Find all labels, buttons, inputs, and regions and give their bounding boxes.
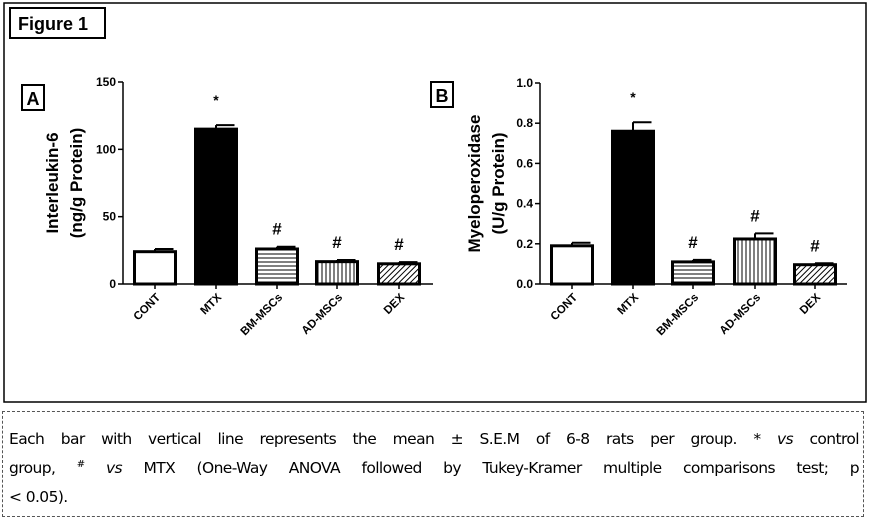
y-tick-label: 50 [103, 210, 117, 224]
caption-text: MTX (One-Way ANOVA followed by Tukey-Kra… [122, 459, 859, 477]
y-axis-label: Myeloperoxidase [465, 115, 484, 253]
significance-hash: # [272, 220, 282, 239]
significance-hash: # [810, 236, 820, 255]
caption-hash: # [76, 459, 85, 470]
y-tick-label: 0.0 [516, 277, 533, 291]
x-tick-label: CONT [549, 292, 581, 324]
figure-frame [3, 2, 867, 403]
caption-text: Each bar with vertical line represents t… [9, 430, 777, 448]
bar-bm-mscs [671, 260, 715, 286]
x-tick-label: BM-MSCs [239, 292, 285, 338]
significance-hash: # [688, 233, 698, 252]
panel-label-box [21, 84, 45, 111]
x-tick-label: DEX [382, 291, 407, 316]
bar-dex [377, 262, 421, 286]
y-tick-label: 1.0 [516, 76, 533, 90]
figure-label: Figure 1 [18, 14, 88, 34]
y-tick-label: 0.2 [516, 237, 533, 251]
panel-label: A [27, 89, 40, 109]
bar-cont [550, 244, 594, 286]
panel-label: B [436, 86, 449, 106]
caption-italic-vs: vs [105, 459, 123, 477]
caption-text: control [793, 430, 859, 448]
significance-hash: # [394, 235, 404, 254]
panel-a-chart: A Interleukin-6 (ng/g Protein) 0 50 100 150 CON… [21, 75, 433, 338]
x-tick-label: AD-MSCs [718, 292, 764, 338]
y-tick-label: 150 [96, 75, 116, 89]
bar-ad-mscs [315, 260, 359, 286]
significance-asterisk: * [213, 92, 219, 108]
bar-cont [133, 250, 177, 286]
caption-line-1: Each bar with vertical line represents t… [9, 425, 859, 454]
x-tick-label: DEX [798, 291, 823, 316]
caption-text: group, [9, 459, 77, 477]
y-axis-label: (ng/g Protein) [67, 128, 86, 238]
y-axis-label: (U/g Protein) [489, 133, 508, 235]
bar-dex [793, 263, 837, 286]
x-tick-label: BM-MSCs [655, 292, 701, 338]
bar-ad-mscs [733, 237, 777, 286]
panel-label-box [430, 81, 454, 108]
caption-italic-vs: vs [776, 430, 794, 448]
y-tick-label: 100 [96, 142, 116, 156]
figure-caption: Each bar with vertical line represents t… [2, 411, 864, 517]
y-tick-label: 0.6 [516, 156, 533, 170]
bar-mtx [194, 127, 238, 286]
x-tick-label: CONT [132, 292, 164, 324]
bar-bm-mscs [255, 247, 299, 286]
y-axis-label: Interleukin-6 [43, 132, 62, 233]
significance-hash: # [750, 206, 760, 225]
significance-asterisk: * [630, 89, 636, 105]
y-tick-label: 0.8 [516, 116, 533, 130]
x-tick-label: AD-MSCs [300, 292, 346, 338]
caption-line-2: group, # vs MTX (One-Way ANOVA followed … [9, 454, 859, 483]
x-tick-label: MTX [615, 291, 641, 317]
x-tick-label: MTX [198, 291, 224, 317]
panel-b-chart: B Myeloperoxidase (U/g Protein) 0.0 0.2 0.4 0.… [430, 76, 847, 338]
y-tick-label: 0.4 [516, 197, 533, 211]
y-tick-label: 0 [109, 277, 116, 291]
significance-hash: # [332, 233, 342, 252]
figure-label-box [9, 7, 106, 39]
caption-line-3: < 0.05). [9, 488, 68, 506]
bar-mtx [611, 129, 655, 286]
